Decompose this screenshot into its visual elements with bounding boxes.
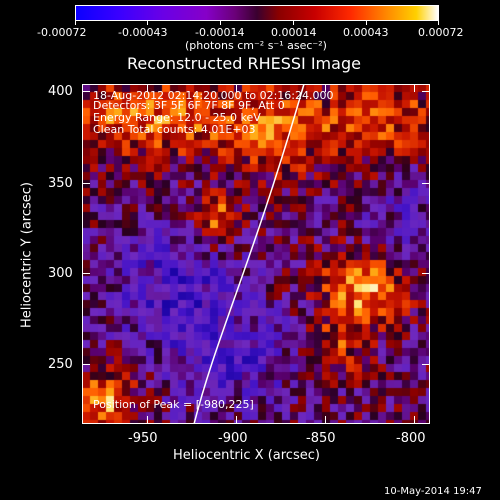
x-tick: [236, 84, 237, 92]
rhessi-image: [82, 84, 430, 424]
y-tick: [82, 364, 90, 365]
y-tick: [82, 91, 90, 92]
colorbar-tick-label: 0.00043: [343, 26, 389, 39]
y-tick: [422, 183, 430, 184]
x-tick-label: -950: [128, 431, 158, 446]
x-tick: [325, 84, 326, 92]
colorbar-tick: [293, 20, 294, 25]
y-tick: [82, 183, 90, 184]
colorbar-units: (photons cm⁻² s⁻¹ asec⁻²): [185, 39, 327, 52]
solar-limb-line: [193, 84, 305, 424]
x-tick: [414, 416, 415, 424]
y-tick-label: 350: [48, 176, 73, 191]
x-tick-label: -800: [396, 431, 426, 446]
clean-counts-text: Clean Total counts: 4.01E+03: [93, 123, 256, 136]
plot-title: Reconstructed RHESSI Image: [127, 54, 361, 73]
colorbar-tick: [147, 20, 148, 25]
heatmap-canvas: [82, 84, 430, 424]
colorbar-tick-label: -0.00072: [37, 26, 87, 39]
colorbar: [75, 5, 439, 21]
x-tick: [414, 84, 415, 92]
peak-position-text: Position of Peak = [-980,225]: [93, 398, 254, 411]
energy-range-text: Energy Range: 12.0 - 25.0 keV: [93, 111, 261, 124]
x-tick-label: -900: [218, 431, 248, 446]
colorbar-tick-label: -0.00014: [195, 26, 245, 39]
y-tick: [422, 91, 430, 92]
y-tick: [422, 273, 430, 274]
y-tick-label: 300: [48, 266, 73, 281]
x-tick: [147, 84, 148, 92]
x-axis-label: Heliocentric X (arcsec): [173, 448, 320, 463]
colorbar-tick: [220, 20, 221, 25]
colorbar-tick: [75, 20, 76, 25]
detectors-text: Detectors: 3F 5F 6F 7F 8F 9F, Att 0: [93, 99, 285, 112]
colorbar-tick: [366, 20, 367, 25]
x-tick-label: -850: [306, 431, 336, 446]
x-tick: [236, 416, 237, 424]
limb-overlay: [193, 84, 305, 424]
x-tick: [147, 416, 148, 424]
colorbar-tick-label: 0.00014: [271, 26, 317, 39]
y-tick-label: 400: [48, 84, 73, 99]
y-tick: [82, 273, 90, 274]
colorbar-tick-label: -0.00043: [118, 26, 168, 39]
y-axis-label: Heliocentric Y (arcsec): [19, 182, 35, 328]
colorbar-tick: [438, 20, 439, 25]
footer-date: 10-May-2014 19:47: [384, 486, 482, 497]
y-tick: [422, 364, 430, 365]
y-tick-label: 250: [48, 357, 73, 372]
time-range-text: 18-Aug-2012 02:14:20.000 to 02:16:24.000: [93, 89, 334, 102]
colorbar-tick-label: 0.00072: [418, 26, 464, 39]
x-tick: [325, 416, 326, 424]
